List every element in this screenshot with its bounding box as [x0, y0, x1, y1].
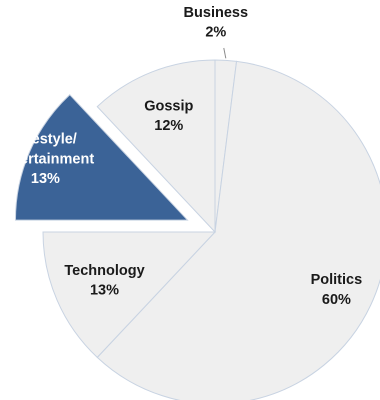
- leader-line-business: [223, 47, 227, 59]
- pie-slice-gossip: [96, 59, 216, 234]
- category-label: Gossip: [144, 98, 193, 114]
- category-label: Business: [184, 5, 248, 21]
- category-label: Lifestyle/: [14, 132, 77, 148]
- category-label: Politics: [311, 272, 363, 288]
- pie-slices: [14, 59, 380, 400]
- pie-slice-lifestyle-entertainment: [14, 93, 189, 221]
- data-label-business: Business 2%: [184, 5, 248, 41]
- value-label: 2%: [205, 25, 226, 41]
- data-label-technology: Technology 13%: [64, 263, 144, 299]
- pie-slice-technology: [42, 231, 217, 359]
- category-label: Technology: [64, 263, 144, 279]
- pie-labels: Business 2%Politics 60%Technology 13%Lifest…: [0, 5, 362, 308]
- value-label: 13%: [31, 171, 60, 187]
- data-label-gossip: Gossip 12%: [144, 98, 193, 134]
- data-label-lifestyle-entertainment: Lifestyle/Entertainment 13%: [0, 132, 94, 187]
- data-label-politics: Politics 60%: [311, 272, 363, 308]
- value-label: 12%: [154, 118, 183, 134]
- category-label: Entertainment: [0, 151, 94, 167]
- value-label: 13%: [90, 282, 119, 298]
- pie-slice-politics: [96, 60, 380, 400]
- value-label: 60%: [322, 292, 351, 308]
